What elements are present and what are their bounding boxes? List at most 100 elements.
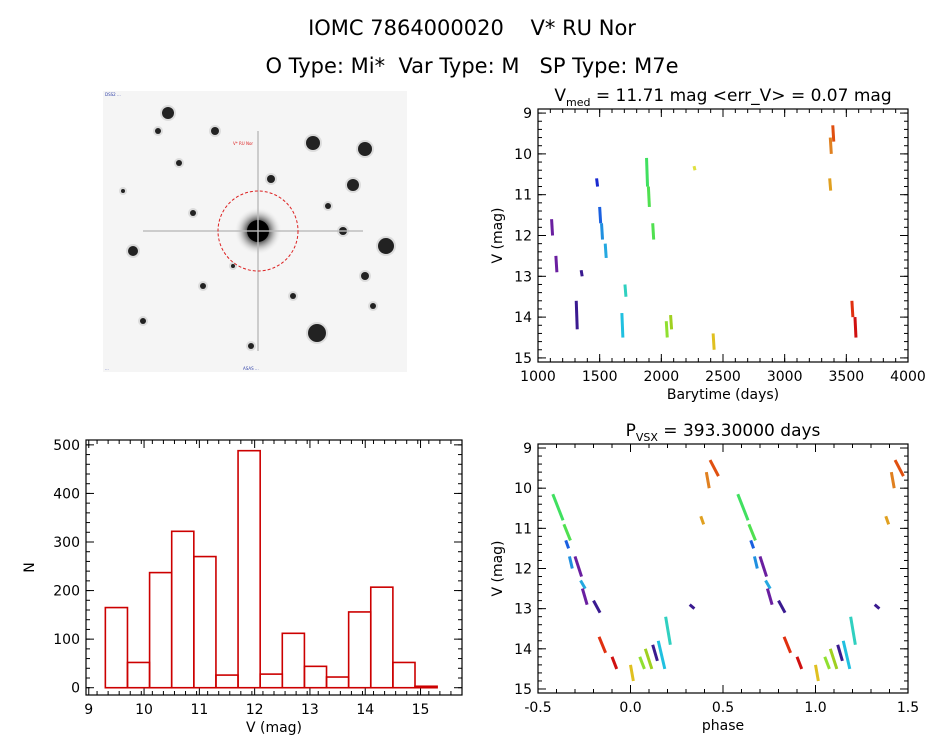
data-point-segment	[620, 312, 625, 338]
y-tick-label: 300	[53, 535, 80, 551]
x-tick-label: 0.0	[619, 700, 641, 716]
histogram-bar	[126, 661, 151, 689]
x-tick-label: 9	[84, 702, 93, 718]
data-point-segment	[579, 269, 584, 277]
sky-star	[306, 136, 320, 150]
sky-star	[267, 175, 275, 183]
histogram-bar	[325, 676, 350, 689]
sky-label-top-left: DSS2 ...	[105, 92, 121, 97]
x-tick-label: 2000	[644, 369, 680, 385]
histogram-bar	[347, 611, 372, 689]
data-point-segment	[828, 137, 833, 154]
phase-point-segment	[656, 640, 667, 670]
sky-star	[211, 127, 219, 135]
data-point-segment	[853, 317, 858, 338]
x-tick-label: 4000	[890, 369, 926, 385]
phase-point-segment	[610, 656, 619, 670]
phase-point-segment	[849, 616, 857, 646]
sky-label-bottom: ASAS ...	[243, 366, 259, 371]
phase-point-segment	[828, 648, 839, 670]
x-tick-label: 1.5	[897, 700, 919, 716]
plot-frame	[85, 439, 463, 696]
y-axis-label: N	[22, 562, 38, 572]
phase-point-segment	[765, 588, 774, 606]
y-tick-label: 500	[53, 438, 80, 454]
data-point-segment	[664, 321, 669, 338]
phase-point-segment	[580, 588, 589, 606]
sky-star	[308, 324, 326, 342]
phase-point-segment	[592, 599, 602, 614]
data-point-segment	[692, 165, 697, 171]
phase-point-segment	[629, 664, 635, 682]
sky-image: DSS2 ... V* RU Nor ASAS ... ...	[103, 91, 407, 372]
data-point-segment	[595, 178, 600, 187]
x-axis-label: phase	[702, 718, 744, 734]
data-point-segment	[828, 178, 833, 191]
phase-point-segment	[873, 603, 881, 610]
y-tick-label: 9	[523, 106, 532, 122]
x-tick-label: 14	[356, 702, 374, 718]
data-point-segment	[598, 206, 603, 224]
y-tick-label: 15	[514, 351, 532, 367]
y-tick-label: 15	[514, 682, 532, 698]
y-tick-label: 12	[514, 229, 532, 245]
phase-point-segment	[551, 493, 565, 521]
y-tick-label: 13	[514, 269, 532, 285]
data-point-segment	[711, 333, 716, 350]
histogram-bar	[259, 673, 284, 689]
y-tick-label: 0	[71, 681, 80, 697]
data-point-segment	[554, 255, 559, 273]
histogram-bar	[148, 571, 173, 689]
sky-star	[378, 238, 394, 254]
sky-label-bottom-left: ...	[105, 366, 109, 371]
data-point-segment	[850, 300, 855, 318]
histogram-bar	[303, 665, 328, 689]
phase-point-segment	[573, 555, 583, 577]
phase-point-segment	[597, 636, 607, 654]
data-point-segment	[831, 125, 836, 142]
histogram-bar	[237, 449, 261, 689]
sky-star	[155, 128, 161, 134]
phase-point-segment	[567, 556, 574, 569]
histogram-bar	[193, 555, 217, 689]
magnitude-histogram: 9 10 11 12 13 14 15 0 100 200 300 400 500 V (mag) N	[22, 438, 463, 736]
sky-star	[347, 179, 359, 191]
sky-star	[140, 318, 146, 324]
x-tick-label: 12	[246, 702, 264, 718]
y-axis-label: V (mag)	[490, 540, 506, 596]
phase-point-segment	[736, 493, 750, 521]
sky-star	[128, 246, 138, 256]
phase-point-segment	[699, 515, 706, 525]
phase-point-segment	[884, 515, 891, 525]
y-tick-label: 12	[514, 562, 532, 578]
sky-star	[176, 160, 182, 166]
y-tick-label: 100	[53, 632, 80, 648]
histogram-bar	[170, 530, 195, 689]
phase-point-segment	[841, 640, 852, 670]
phase-plot-title: PVSX = 393.30000 days	[626, 421, 821, 444]
x-axis-label: V (mag)	[246, 720, 302, 736]
data-point-segment	[646, 186, 651, 208]
light-curve-plot: 1000 1500 2000 2500 3000 3500 4000 9 10 11 12 13 14 1…	[490, 86, 926, 403]
sky-stars	[119, 105, 396, 351]
data-point-segment	[600, 223, 605, 240]
histogram-bar	[414, 685, 438, 689]
phase-point-segment	[664, 616, 672, 646]
phase-point-segment	[564, 539, 571, 549]
data-point-segment	[603, 243, 608, 259]
phase-point-segment	[747, 523, 757, 541]
x-tick-label: 10	[135, 702, 153, 718]
phase-point-segment	[823, 656, 831, 670]
sky-star	[231, 264, 235, 268]
phase-point-segment	[708, 459, 720, 477]
histogram-bar	[281, 632, 306, 689]
chart-title-star-id: IOMC 7864000020 V* RU Nor	[308, 16, 636, 40]
x-tick-label: 1500	[582, 369, 618, 385]
x-tick-label: 15	[412, 702, 430, 718]
histogram-bar	[215, 674, 239, 689]
sky-star	[290, 293, 296, 299]
phase-point-segment	[688, 603, 696, 610]
x-tick-label: 0.5	[712, 700, 734, 716]
chart-subtitle-types: O Type: Mi* Var Type: M SP Type: M7e	[265, 54, 679, 78]
y-axis-label: V (mag)	[490, 207, 506, 263]
